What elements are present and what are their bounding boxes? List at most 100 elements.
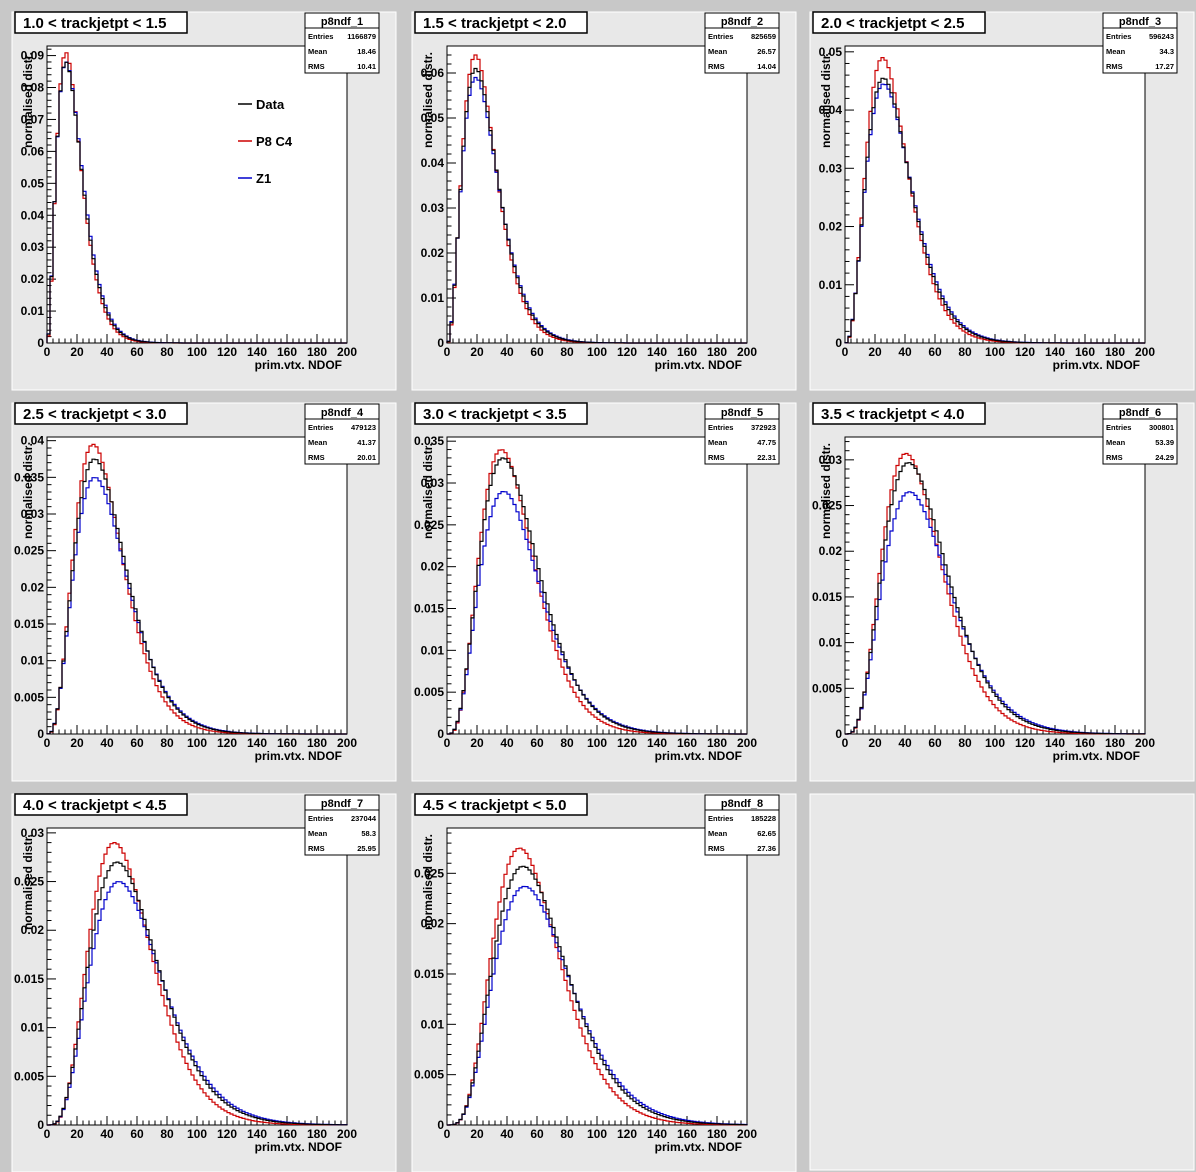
- stats-rms-label: RMS: [308, 844, 325, 853]
- stats-mean-label: Mean: [308, 829, 328, 838]
- stats-box: p8ndf_2 Entries 825659 Mean 26.57 RMS 14.04: [704, 12, 780, 74]
- stats-histogram-name: p8ndf_1: [321, 16, 363, 28]
- y-axis-title: normalised distr.: [819, 443, 833, 539]
- stats-box: p8ndf_5 Entries 372923 Mean 47.75 RMS 22.31: [704, 403, 780, 465]
- x-tick-label: 60: [530, 1127, 544, 1141]
- x-tick-label: 140: [647, 345, 667, 359]
- x-tick-label: 100: [985, 736, 1005, 750]
- x-tick-label: 100: [587, 736, 607, 750]
- title-box: [14, 402, 188, 425]
- x-tick-label: 60: [130, 736, 144, 750]
- y-tick-label: 0.02: [421, 246, 445, 260]
- stats-histogram-name: p8ndf_7: [321, 798, 363, 810]
- stats-entries-label: Entries: [1106, 423, 1131, 432]
- stats-rms-label: RMS: [708, 844, 725, 853]
- y-axis-title: normalised distr.: [421, 52, 435, 148]
- x-tick-label: 140: [247, 345, 267, 359]
- x-tick-label: 80: [958, 345, 972, 359]
- x-tick-label: 20: [70, 736, 84, 750]
- x-tick-label: 100: [187, 345, 207, 359]
- x-tick-label: 20: [868, 345, 882, 359]
- stats-entries-label: Entries: [308, 423, 333, 432]
- y-axis-title: normalised distr.: [819, 52, 833, 148]
- x-tick-label: 40: [500, 736, 514, 750]
- chart-panel-6: 0 20 40 60 80 100 120 140 160 180 200 0 0.005 0.01 0.0…: [809, 402, 1195, 782]
- y-axis-title: normalised distr.: [21, 443, 35, 539]
- x-tick-label: 80: [958, 736, 972, 750]
- chart-title: 2.0 < trackjetpt < 2.5: [821, 15, 964, 32]
- x-axis-title: prim.vtx. NDOF: [655, 749, 742, 763]
- stats-mean-value: 47.75: [757, 438, 776, 447]
- series-line-p8-c4: [447, 847, 748, 1126]
- y-tick-label: 0.005: [14, 1069, 44, 1083]
- stats-frame: [304, 12, 380, 74]
- title-box: [414, 402, 588, 425]
- x-tick-label: 20: [470, 736, 484, 750]
- y-tick-label: 0.04: [421, 156, 445, 170]
- x-tick-label: 40: [500, 345, 514, 359]
- empty-pad: [809, 793, 1195, 1171]
- x-tick-label: 40: [898, 736, 912, 750]
- stats-histogram-name: p8ndf_2: [721, 16, 763, 28]
- stats-entries-value: 825659: [751, 32, 776, 41]
- stats-rms-label: RMS: [308, 62, 325, 71]
- x-tick-label: 60: [130, 345, 144, 359]
- y-tick-label: 0.07: [21, 112, 45, 126]
- pad-title: 3.0 < trackjetpt < 3.5: [414, 402, 588, 425]
- y-tick-label: 0: [37, 336, 44, 350]
- x-tick-label: 60: [130, 1127, 144, 1141]
- pad-title: 2.0 < trackjetpt < 2.5: [812, 11, 986, 34]
- chart-panel-8: 0 20 40 60 80 100 120 140 160 180 200 0 0.005 0.01 0.0…: [411, 793, 797, 1172]
- title-box: [414, 793, 588, 816]
- stats-rms-value: 25.95: [357, 844, 376, 853]
- y-axis-title: normalised distr.: [421, 834, 435, 930]
- x-tick-label: 20: [70, 345, 84, 359]
- stats-frame: [304, 794, 380, 856]
- x-tick-label: 0: [44, 736, 51, 750]
- stats-histogram-name: p8ndf_6: [1119, 407, 1161, 419]
- series-line-data: [845, 462, 1146, 735]
- x-axis-title: prim.vtx. NDOF: [255, 1140, 342, 1154]
- stats-histogram-name: p8ndf_5: [721, 407, 763, 419]
- x-tick-label: 200: [337, 1127, 357, 1141]
- y-tick-label: 0.05: [21, 176, 45, 190]
- stats-rms-label: RMS: [308, 453, 325, 462]
- stats-rms-label: RMS: [708, 62, 725, 71]
- stats-histogram-name: p8ndf_3: [1119, 16, 1161, 28]
- legend-label: Data: [256, 97, 285, 112]
- y-tick-label: 0.02: [421, 560, 445, 574]
- y-tick-label: 0: [835, 727, 842, 741]
- stats-mean-value: 34.3: [1159, 47, 1174, 56]
- y-tick-label: 0.01: [819, 636, 843, 650]
- stats-mean-value: 26.57: [757, 47, 776, 56]
- x-tick-label: 0: [842, 736, 849, 750]
- x-tick-label: 180: [1105, 736, 1125, 750]
- x-tick-label: 40: [100, 1127, 114, 1141]
- chart-panel-2: 0 20 40 60 80 100 120 140 160 180 200 0 0.01 0.02 0.03…: [411, 11, 797, 391]
- x-axis-title: prim.vtx. NDOF: [1053, 749, 1140, 763]
- x-tick-label: 160: [677, 736, 697, 750]
- x-tick-label: 80: [560, 736, 574, 750]
- stats-frame: [1102, 403, 1178, 465]
- stats-mean-label: Mean: [1106, 47, 1126, 56]
- y-tick-label: 0.005: [414, 685, 444, 699]
- stats-mean-label: Mean: [1106, 438, 1126, 447]
- title-box: [414, 11, 588, 34]
- x-tick-label: 200: [1135, 345, 1155, 359]
- y-tick-label: 0.005: [414, 1068, 444, 1082]
- stats-mean-label: Mean: [708, 438, 728, 447]
- x-tick-label: 100: [187, 736, 207, 750]
- x-tick-label: 0: [842, 345, 849, 359]
- x-tick-label: 200: [337, 736, 357, 750]
- stats-entries-value: 1166879: [347, 32, 376, 41]
- x-tick-label: 0: [444, 345, 451, 359]
- y-tick-label: 0.015: [414, 967, 444, 981]
- x-tick-label: 20: [470, 1127, 484, 1141]
- stats-mean-label: Mean: [708, 47, 728, 56]
- x-tick-label: 100: [587, 345, 607, 359]
- x-tick-label: 180: [1105, 345, 1125, 359]
- y-tick-label: 0.035: [414, 434, 444, 448]
- stats-entries-value: 300801: [1149, 423, 1174, 432]
- stats-rms-label: RMS: [708, 453, 725, 462]
- x-axis-title: prim.vtx. NDOF: [655, 358, 742, 372]
